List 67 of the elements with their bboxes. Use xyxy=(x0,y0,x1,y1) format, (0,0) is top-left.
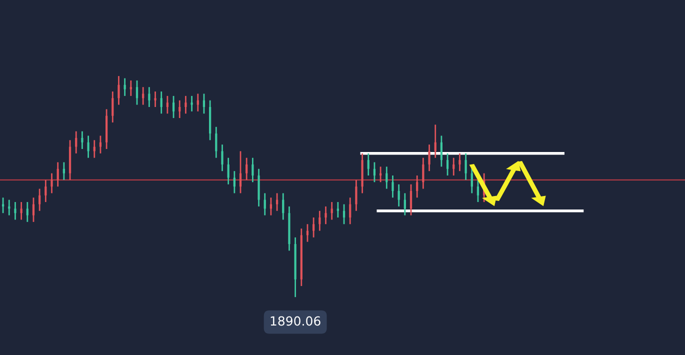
candlestick xyxy=(190,95,193,112)
candlestick xyxy=(136,80,138,106)
candlestick xyxy=(26,201,28,223)
candlestick xyxy=(342,204,346,225)
candlestick xyxy=(160,90,162,114)
candlestick xyxy=(404,192,406,216)
candlestick xyxy=(446,152,449,176)
candlestick xyxy=(246,157,248,181)
candlestick xyxy=(154,90,156,108)
candlestick xyxy=(324,206,327,225)
candlestick xyxy=(336,201,339,218)
candlestick xyxy=(184,95,187,114)
candlestick xyxy=(81,130,84,150)
candlestick xyxy=(440,135,443,168)
candlestick xyxy=(118,75,120,106)
candlestick xyxy=(62,162,65,181)
candlestick xyxy=(392,174,394,198)
candlestick xyxy=(398,184,400,208)
candlestick xyxy=(112,90,114,124)
candlestick xyxy=(124,78,126,97)
candlestick xyxy=(416,174,418,198)
candlestick xyxy=(264,192,266,216)
candlestick xyxy=(196,93,199,112)
candlestick xyxy=(464,152,467,181)
candlestick xyxy=(422,157,424,190)
annotation: 1890.06 xyxy=(270,316,320,326)
candlestick xyxy=(452,157,455,176)
candlestick xyxy=(75,130,78,154)
candlestick xyxy=(130,80,132,97)
candlestick xyxy=(318,210,321,232)
candlestick xyxy=(172,95,175,119)
candlestick xyxy=(458,152,461,172)
candlestick xyxy=(373,162,376,183)
candlestick xyxy=(410,184,412,216)
candlestick xyxy=(227,157,230,186)
candlestick xyxy=(44,179,47,203)
candlestick xyxy=(142,86,144,106)
candlestick xyxy=(20,201,22,220)
candlestick xyxy=(148,86,150,108)
candlestick xyxy=(32,196,35,223)
candlestick xyxy=(252,157,254,183)
candlestick xyxy=(221,144,224,172)
candlestick xyxy=(202,93,206,114)
candlestick xyxy=(233,170,236,194)
candlestick xyxy=(312,216,315,238)
candlestick xyxy=(14,201,16,220)
candlestick xyxy=(215,126,218,159)
candlestick xyxy=(99,135,102,154)
candlestick xyxy=(428,144,430,172)
candlestick xyxy=(330,201,333,220)
candlestick xyxy=(50,172,53,194)
candlestick xyxy=(434,124,436,159)
candlestick xyxy=(38,188,41,212)
candlestick xyxy=(355,179,358,212)
candlestick xyxy=(87,135,90,159)
candlestick xyxy=(386,166,388,190)
candlestick xyxy=(270,196,272,216)
candlestick xyxy=(349,196,352,225)
candlestick xyxy=(239,150,242,194)
candlestick xyxy=(476,179,480,203)
candlestick xyxy=(56,162,59,188)
candlestick xyxy=(470,166,473,194)
candlestick xyxy=(2,196,4,214)
candlestick xyxy=(367,152,370,176)
candlestick xyxy=(282,192,284,220)
candlestick xyxy=(166,95,169,114)
candlestick xyxy=(178,100,181,119)
